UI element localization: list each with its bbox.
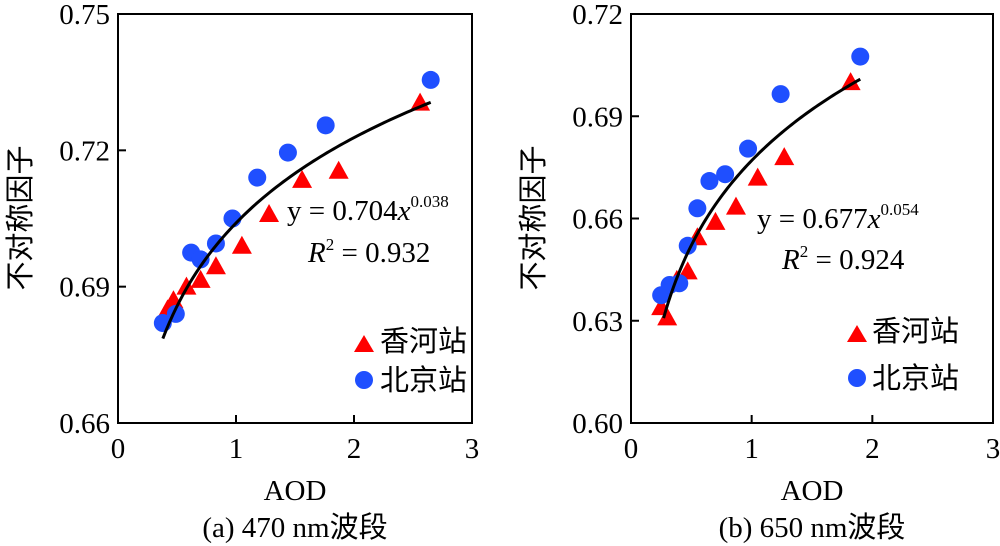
triangle-point [725, 196, 746, 215]
circle-point [771, 85, 790, 104]
data-marks [651, 47, 870, 326]
legend-label-beijing: 北京站 [872, 362, 959, 395]
r2-base: R [307, 237, 326, 269]
equation-exponent: 0.038 [410, 192, 448, 211]
circle-point [191, 250, 210, 269]
equation-exponent: 0.054 [880, 200, 919, 219]
triangle-point [677, 261, 698, 280]
legend-marker-triangle [354, 335, 374, 352]
y-tick-label: 0.60 [572, 408, 623, 440]
triangle-point [328, 160, 349, 179]
x-tick-label: 3 [986, 433, 1000, 465]
legend-label-xianghe: 香河站 [380, 325, 467, 358]
y-tick-label: 0.63 [572, 306, 623, 338]
axis-ticks [630, 13, 994, 424]
triangle-point [205, 256, 226, 275]
circle-point [716, 165, 735, 184]
x-tick-label: 2 [347, 433, 362, 465]
y-axis-label: 不对称因子 [517, 145, 550, 290]
legend-marker-circle [355, 371, 373, 389]
triangle-point [705, 211, 726, 230]
y-tick-label: 0.66 [572, 204, 623, 236]
plot-area-frame [117, 13, 473, 424]
circle-point [688, 199, 707, 218]
x-tick-label: 0 [624, 433, 639, 465]
axis-ticks [117, 13, 473, 424]
triangle-point [190, 269, 211, 288]
circle-point [700, 172, 719, 191]
y-tick-label: 0.72 [572, 0, 623, 31]
equation-var: x [397, 195, 411, 227]
equation-var: x [867, 203, 881, 235]
triangle-point [292, 169, 313, 188]
fit-curve [662, 77, 862, 319]
x-tick-label: 0 [111, 433, 126, 465]
r2-value: = 0.924 [808, 244, 905, 276]
legend-marker-triangle [847, 325, 867, 342]
panel-caption: (b) 650 nm波段 [719, 511, 906, 544]
equation-prefix: y = 0.704 [287, 195, 398, 227]
r-squared: R2 = 0.924 [781, 242, 905, 276]
circle-point [851, 47, 870, 66]
legend-label-xianghe: 香河站 [872, 315, 959, 348]
circle-point [316, 116, 335, 135]
triangle-point [657, 307, 678, 326]
legend-marker-circle [848, 369, 866, 387]
circle-point [248, 168, 267, 187]
fit-equation: y = 0.677x0.054 [757, 200, 919, 235]
x-tick-label: 2 [865, 433, 880, 465]
r2-sup: 2 [326, 235, 335, 254]
y-tick-label: 0.66 [59, 408, 110, 440]
circle-point [421, 70, 440, 89]
x-tick-label: 1 [744, 433, 759, 465]
fit-equation: y = 0.704x0.038 [287, 192, 449, 227]
r2-value: = 0.932 [334, 237, 430, 269]
equation-prefix: y = 0.677 [757, 203, 868, 235]
circle-point [278, 143, 297, 162]
y-tick-label: 0.72 [59, 135, 110, 167]
triangle-point [774, 147, 795, 166]
r2-sup: 2 [800, 242, 809, 261]
x-tick-label: 1 [229, 433, 244, 465]
y-tick-label: 0.75 [59, 0, 110, 31]
panel-caption: (a) 470 nm波段 [202, 511, 387, 544]
x-axis-label: AOD [781, 475, 844, 507]
triangle-point [259, 203, 280, 222]
x-tick-label: 3 [465, 433, 480, 465]
chart-panel-a: 0 1 2 3 0.66 0.69 0.72 0.75 不对称因子 AOD (a) 470 n… [4, 0, 479, 544]
y-tick-label: 0.69 [572, 101, 623, 133]
chart-panel-b: 0 1 2 3 0.60 0.63 0.66 0.69 0.72 不对称因子 AOD (b) 6… [517, 0, 1000, 544]
y-axis-label: 不对称因子 [4, 145, 37, 290]
triangle-point [747, 167, 768, 186]
tick-labels: 0 1 2 3 0.60 0.63 0.66 0.69 0.72 [572, 0, 1000, 465]
triangle-point [231, 235, 252, 254]
tick-labels: 0 1 2 3 0.66 0.69 0.72 0.75 [59, 0, 479, 465]
legend-label-beijing: 北京站 [380, 364, 467, 397]
fit-curve [161, 100, 432, 340]
triangle-point [840, 72, 861, 91]
x-axis-label: AOD [264, 475, 327, 507]
r-squared: R2 = 0.932 [307, 235, 430, 269]
legend: 香河站 北京站 [847, 315, 959, 395]
legend: 香河站 北京站 [354, 325, 467, 397]
r2-base: R [781, 244, 800, 276]
y-tick-label: 0.69 [59, 272, 110, 304]
circle-point [739, 139, 758, 158]
